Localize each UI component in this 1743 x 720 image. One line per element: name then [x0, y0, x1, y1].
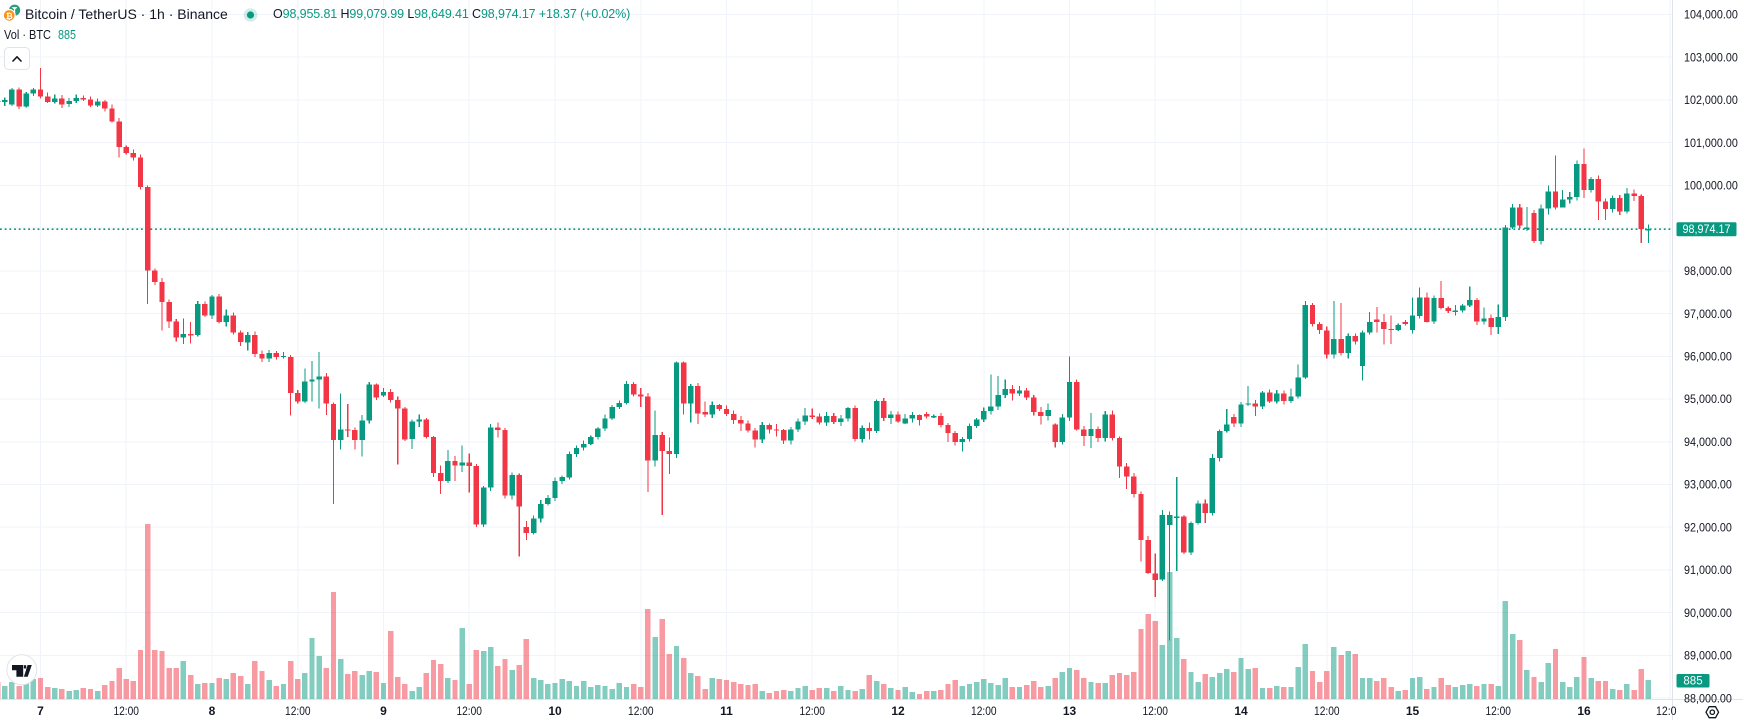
svg-text:8: 8	[209, 704, 216, 718]
svg-text:O98,955.81 H99,079.99 L98,649.: O98,955.81 H99,079.99 L98,649.41 C98,974…	[273, 7, 630, 21]
svg-text:T: T	[12, 6, 17, 15]
svg-text:96,000.00: 96,000.00	[1684, 350, 1732, 364]
svg-text:100,000.00: 100,000.00	[1684, 179, 1738, 193]
svg-text:103,000.00: 103,000.00	[1684, 50, 1738, 64]
svg-text:12:00: 12:00	[285, 704, 311, 718]
svg-text:101,000.00: 101,000.00	[1684, 136, 1738, 150]
svg-text:12:00: 12:00	[628, 704, 654, 718]
svg-text:90,000.00: 90,000.00	[1684, 606, 1732, 620]
svg-text:98,974.17: 98,974.17	[1683, 224, 1731, 236]
svg-text:95,000.00: 95,000.00	[1684, 392, 1732, 406]
svg-text:91,000.00: 91,000.00	[1684, 563, 1732, 577]
svg-text:94,000.00: 94,000.00	[1684, 435, 1732, 449]
svg-text:12:0: 12:0	[1656, 704, 1677, 718]
svg-text:104,000.00: 104,000.00	[1684, 8, 1738, 22]
svg-text:12:00: 12:00	[1142, 704, 1168, 718]
svg-text:89,000.00: 89,000.00	[1684, 649, 1732, 663]
svg-text:98,000.00: 98,000.00	[1684, 264, 1732, 278]
svg-text:7: 7	[37, 704, 44, 718]
svg-text:16: 16	[1577, 704, 1591, 718]
svg-text:15: 15	[1406, 704, 1420, 718]
svg-text:Vol · BTC: Vol · BTC	[4, 28, 51, 42]
svg-text:12:00: 12:00	[1314, 704, 1340, 718]
svg-text:12:00: 12:00	[971, 704, 997, 718]
svg-text:885: 885	[58, 28, 76, 42]
svg-text:93,000.00: 93,000.00	[1684, 478, 1732, 492]
svg-text:12:00: 12:00	[799, 704, 825, 718]
svg-text:13: 13	[1063, 704, 1077, 718]
svg-text:12:00: 12:00	[456, 704, 482, 718]
svg-text:12:00: 12:00	[1485, 704, 1511, 718]
svg-text:10: 10	[548, 704, 562, 718]
svg-text:92,000.00: 92,000.00	[1684, 520, 1732, 534]
svg-text:885: 885	[1683, 676, 1702, 688]
svg-text:₿: ₿	[6, 11, 13, 21]
svg-text:Bitcoin / TetherUS · 1h · Bina: Bitcoin / TetherUS · 1h · Binance	[25, 6, 228, 22]
svg-text:88,000.00: 88,000.00	[1684, 691, 1732, 705]
svg-text:97,000.00: 97,000.00	[1684, 307, 1732, 321]
svg-text:12: 12	[891, 704, 905, 718]
svg-text:14: 14	[1234, 704, 1248, 718]
svg-text:12:00: 12:00	[113, 704, 139, 718]
svg-text:102,000.00: 102,000.00	[1684, 93, 1738, 107]
svg-text:9: 9	[380, 704, 387, 718]
svg-text:11: 11	[720, 704, 733, 718]
